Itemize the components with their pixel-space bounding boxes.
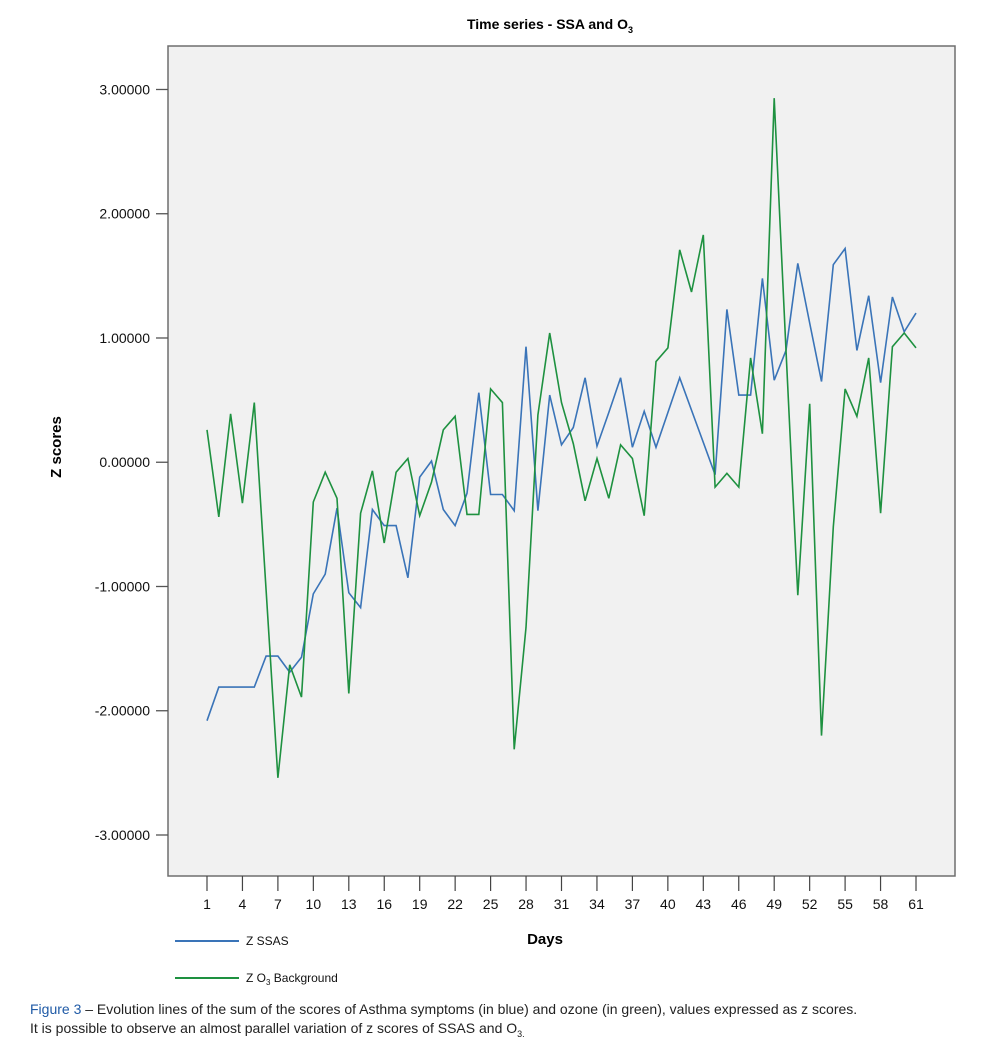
x-tick-label: 31 [554, 896, 570, 912]
figure-label: Figure 3 [30, 1001, 82, 1017]
x-tick-label: 16 [376, 896, 392, 912]
x-tick-label: 25 [483, 896, 499, 912]
x-tick-label: 4 [239, 896, 247, 912]
caption-line-1: Figure 3 – Evolution lines of the sum of… [30, 1000, 980, 1019]
legend-label: Z O3 Background [246, 971, 338, 987]
y-tick-label: 0.00000 [99, 454, 150, 470]
x-tick-label: 46 [731, 896, 747, 912]
chart-title-text: Time series - SSA and O [467, 16, 628, 32]
x-tick-label: 10 [306, 896, 322, 912]
caption-text-1: – Evolution lines of the sum of the scor… [81, 1001, 858, 1017]
legend-label: Z SSAS [246, 934, 289, 948]
y-tick-label: -1.00000 [95, 578, 150, 594]
time-series-chart: Time series - SSA and O3 3.00000 2.00000 1… [48, 16, 956, 987]
caption-text-2: It is possible to observe an almost para… [30, 1020, 518, 1036]
y-axis: 3.00000 2.00000 1.00000 0.00000 -1.00000 -2.0… [95, 81, 168, 843]
y-tick-label: 1.00000 [99, 330, 150, 346]
x-tick-label: 58 [873, 896, 889, 912]
x-tick-label: 34 [589, 896, 605, 912]
y-tick-label: -2.00000 [95, 703, 150, 719]
plot-area [167, 45, 956, 877]
x-tick-label: 43 [696, 896, 712, 912]
x-axis-label: Days [527, 931, 563, 948]
x-tick-label: 22 [447, 896, 463, 912]
x-tick-label: 13 [341, 896, 357, 912]
caption-line-2: It is possible to observe an almost para… [30, 1019, 980, 1044]
x-tick-label: 19 [412, 896, 428, 912]
x-tick-label: 61 [908, 896, 924, 912]
y-axis-label: Z scores [48, 416, 65, 478]
figure-caption: Figure 3 – Evolution lines of the sum of… [30, 1000, 980, 1044]
chart-title-subscript: 3 [628, 25, 633, 35]
x-axis: 1 4 7 10 13 16 19 22 25 28 31 34 37 40 43 46 49 52 55 58 61 [203, 876, 924, 912]
x-tick-label: 28 [518, 896, 534, 912]
y-tick-label: -3.00000 [95, 827, 150, 843]
x-tick-label: 55 [837, 896, 853, 912]
x-tick-label: 7 [274, 896, 282, 912]
legend: Z SSAS Z O3 Background [175, 934, 338, 987]
x-tick-label: 40 [660, 896, 676, 912]
series-line-z-ssas [206, 246, 917, 721]
x-tick-label: 52 [802, 896, 818, 912]
x-tick-label: 37 [625, 896, 641, 912]
y-tick-label: 2.00000 [99, 206, 150, 222]
chart-title: Time series - SSA and O3 [467, 16, 633, 35]
x-tick-label: 49 [766, 896, 782, 912]
x-tick-label: 1 [203, 896, 211, 912]
y-tick-label: 3.00000 [99, 81, 150, 97]
caption-subscript: 3. [517, 1028, 525, 1039]
series-lines [206, 98, 917, 778]
